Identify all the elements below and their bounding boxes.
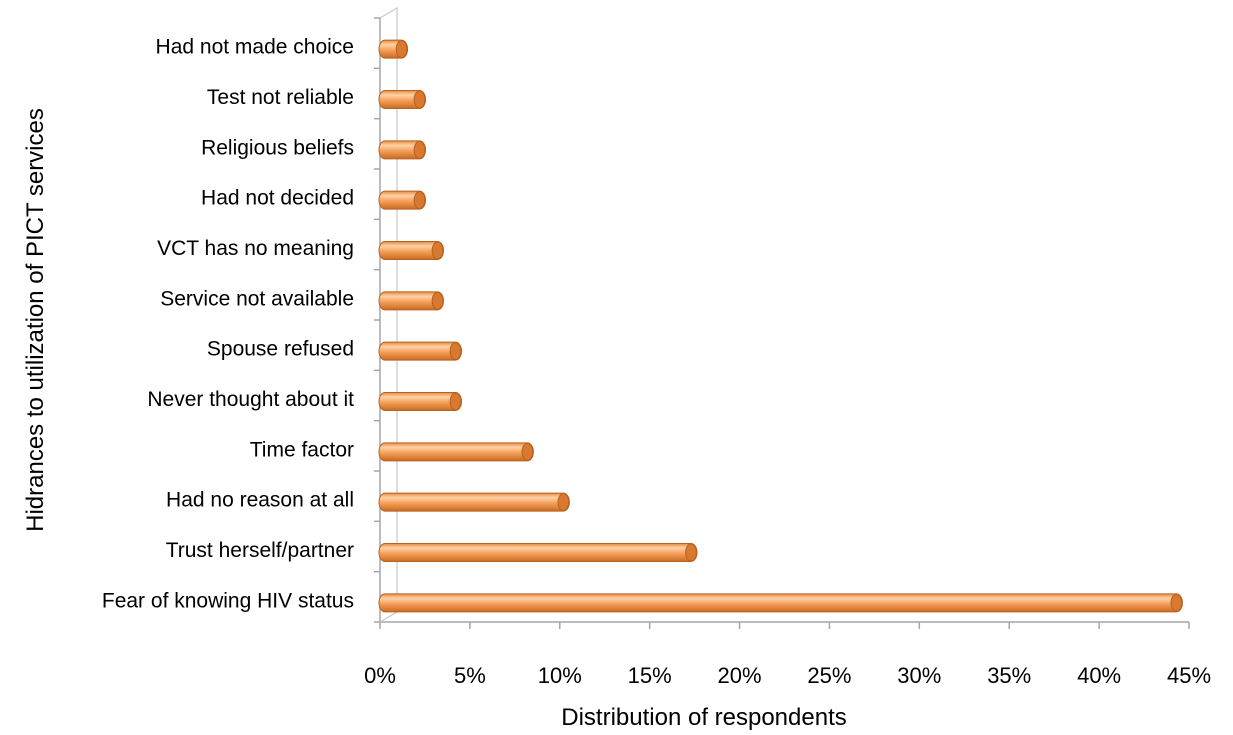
x-tick-label: 0% [364, 663, 396, 688]
x-tick-label: 40% [1077, 663, 1121, 688]
bar-end-cap [449, 342, 462, 361]
x-tick-label: 25% [807, 663, 851, 688]
bar-end-cap [413, 191, 426, 210]
category-label: Had no reason at all [166, 489, 354, 512]
x-tick-label: 45% [1167, 663, 1211, 688]
x-tick-labels: 0% 5% 10% 15% 20% 25% 30% 35% 40% 45% [364, 663, 1211, 688]
bar [378, 593, 1183, 613]
bar-end-cap [685, 543, 697, 562]
bar [378, 341, 463, 361]
x-tick-label: 35% [987, 663, 1031, 688]
category-labels: Had not made choice Test not reliable Reli… [102, 36, 354, 613]
bar-end-cap [413, 140, 426, 159]
bar [378, 140, 427, 160]
category-label: Had not decided [201, 187, 354, 210]
x-tick-label: 20% [718, 663, 762, 688]
bars [378, 39, 1183, 613]
bar [378, 492, 570, 512]
x-tick-label: 10% [538, 663, 582, 688]
chart-axes [379, 6, 1189, 623]
category-label: Fear of knowing HIV status [102, 589, 354, 612]
bar [378, 392, 463, 411]
x-tick-label: 30% [897, 663, 941, 688]
bar-body [378, 392, 463, 411]
bar [378, 442, 534, 462]
bar-body [378, 543, 698, 562]
bar [378, 241, 445, 260]
bar-body [378, 442, 534, 462]
bar [378, 543, 698, 562]
bar [378, 291, 445, 311]
bar-body [378, 241, 445, 260]
x-tick-label: 5% [454, 663, 486, 688]
bar-body [378, 190, 427, 210]
bar [378, 90, 427, 109]
category-label: VCT has no meaning [157, 237, 354, 260]
category-label: Service not available [160, 287, 354, 310]
bar-body [378, 341, 463, 361]
bar [378, 190, 427, 210]
bar-body [378, 593, 1183, 613]
category-label: Had not made choice [156, 36, 354, 59]
category-label: Never thought about it [147, 388, 354, 411]
x-axis-title: Distribution of respondents [561, 704, 847, 731]
y-axis-title: Hidrances to utilization of PICT service… [22, 108, 49, 532]
x-tick-label: 15% [628, 663, 672, 688]
bar [378, 39, 409, 59]
bar-end-cap [413, 90, 426, 109]
bar-end-cap [557, 493, 570, 512]
bar-end-cap [395, 40, 408, 59]
bar-body [378, 90, 427, 109]
bar-end-cap [431, 241, 444, 260]
category-label: Spouse refused [207, 338, 354, 361]
bar-end-cap [521, 442, 534, 461]
bar-end-cap [1170, 593, 1183, 612]
category-label: Time factor [250, 438, 354, 461]
x-axis-ticks [379, 622, 1190, 629]
bar-end-cap [449, 392, 462, 411]
category-label: Trust herself/partner [166, 539, 354, 562]
bar-end-cap [431, 291, 444, 310]
y-axis-ticks [374, 17, 380, 623]
bar-body [378, 492, 570, 512]
category-label: Religious beliefs [201, 136, 354, 159]
category-label: Test not reliable [207, 86, 354, 109]
